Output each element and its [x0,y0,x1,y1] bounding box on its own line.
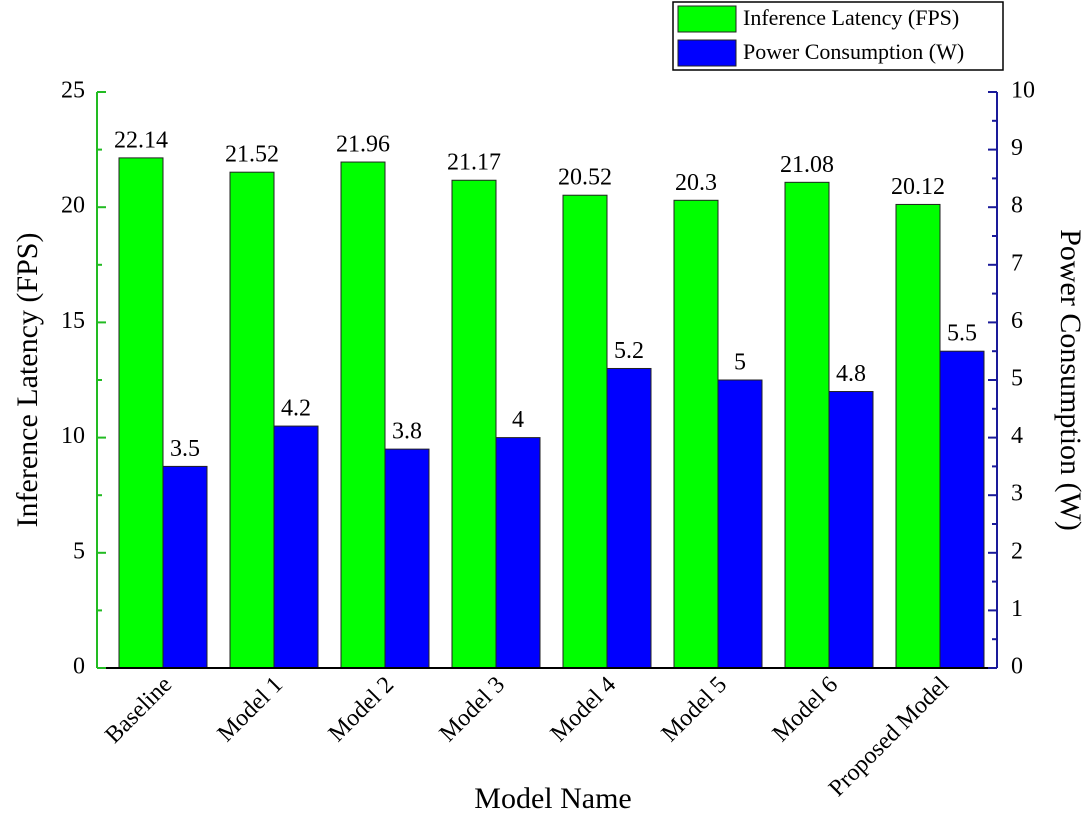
bar [229,171,275,669]
bar [673,199,719,669]
y2-tick-label: 8 [1011,193,1023,219]
value-label: 20.52 [558,165,612,191]
bar [118,157,164,669]
y-tick-label: 20 [61,193,85,219]
legend-swatch [677,5,737,33]
bar [828,391,874,669]
bar [495,437,541,669]
bar [784,181,830,669]
x-tick-label: Model 6 [768,672,843,747]
value-label: 5.2 [614,338,644,364]
x-tick-label: Model 5 [657,672,732,747]
value-label: 3.5 [170,436,200,462]
y2-axis-title: Power Consumption (W) [1054,229,1087,531]
value-label: 4 [512,407,524,433]
bar [895,203,941,669]
bar [562,194,608,669]
x-tick-label: Model 4 [546,672,621,747]
y2-tick-label: 6 [1011,308,1023,334]
y2-tick-label: 9 [1011,135,1023,161]
value-label: 4.2 [281,396,311,422]
y-tick-label: 25 [61,78,85,104]
y-axis-title: Inference Latency (FPS) [11,233,44,528]
value-label: 4.8 [836,361,866,387]
value-label: 20.12 [891,174,945,200]
value-label: 21.52 [225,142,279,168]
y2-tick-label: 0 [1011,654,1023,680]
bar [273,425,319,669]
value-label: 21.17 [447,150,501,176]
x-tick-label: Model 1 [213,672,288,747]
legend-label: Inference Latency (FPS) [743,5,959,30]
bar [384,448,430,669]
x-axis-title: Model Name [474,782,631,815]
bar [162,465,208,669]
legend-label: Power Consumption (W) [743,39,964,64]
bar [451,179,497,669]
y2-tick-label: 1 [1011,596,1023,622]
x-tick-label: Proposed Model [824,672,954,802]
y2-tick-label: 7 [1011,250,1023,276]
y2-tick-label: 10 [1011,78,1035,104]
value-label: 3.8 [392,419,422,445]
y2-tick-label: 2 [1011,538,1023,564]
x-tick-label: Model 3 [435,672,510,747]
value-label: 5.5 [947,321,977,347]
value-label: 22.14 [114,127,168,153]
legend-swatch [677,39,737,67]
y2-tick-label: 3 [1011,481,1023,507]
y2-tick-label: 5 [1011,366,1023,392]
x-tick-label: Baseline [100,672,177,749]
y-tick-label: 0 [73,654,85,680]
y-tick-label: 10 [61,423,85,449]
value-label: 21.08 [780,152,834,178]
bar [606,367,652,669]
y-tick-label: 5 [73,538,85,564]
y-tick-label: 15 [61,308,85,334]
value-label: 21.96 [336,132,390,158]
bar [939,350,985,669]
bar [340,161,386,669]
value-label: 5 [734,350,746,376]
y2-tick-label: 4 [1011,423,1023,449]
value-label: 20.3 [675,170,717,196]
bar [717,379,763,669]
x-tick-label: Model 2 [324,672,399,747]
